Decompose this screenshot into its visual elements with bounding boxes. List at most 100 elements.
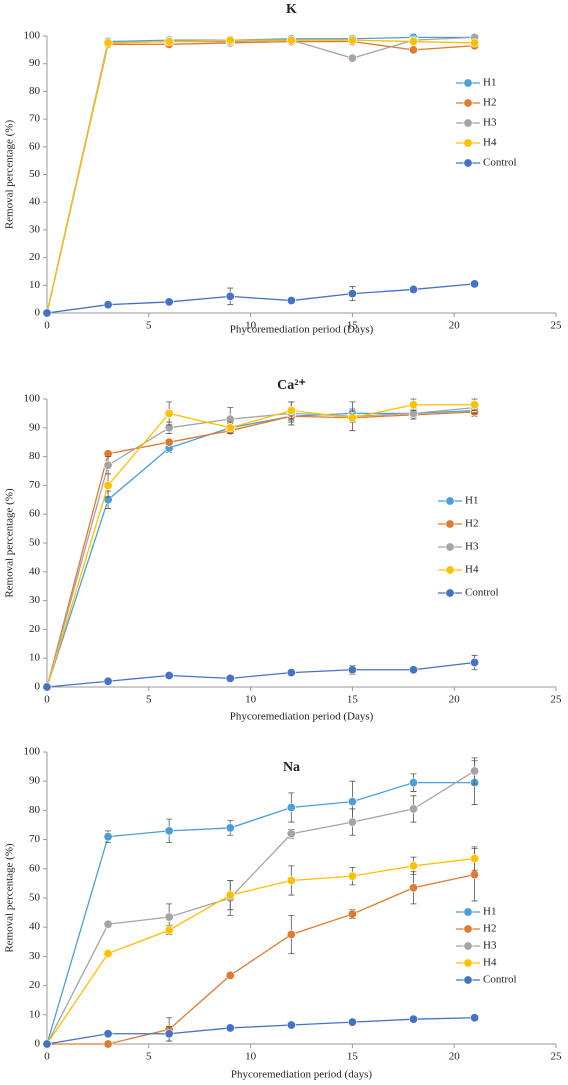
data-point — [408, 37, 418, 47]
y-tick-label: 100 — [24, 30, 41, 42]
y-tick-label: 20 — [29, 623, 41, 635]
data-point — [164, 925, 174, 935]
y-axis-label: Removal percentage (%) — [4, 843, 16, 953]
legend-marker — [463, 941, 473, 951]
data-point — [347, 871, 357, 881]
data-point — [164, 37, 174, 47]
legend-label: H1 — [483, 906, 496, 918]
y-tick-label: 30 — [29, 594, 41, 606]
legend-label: Control — [483, 974, 517, 986]
y-tick-label: 40 — [29, 565, 41, 577]
data-point — [103, 676, 113, 686]
y-tick-label: 10 — [29, 279, 41, 291]
legend-marker — [463, 975, 473, 985]
data-point — [42, 308, 52, 318]
data-point — [286, 829, 296, 839]
data-point — [286, 929, 296, 939]
data-point — [347, 1017, 357, 1027]
y-tick-label: 0 — [35, 307, 41, 319]
y-tick-label: 100 — [24, 393, 41, 405]
series-line — [46, 283, 475, 314]
data-point — [103, 919, 113, 929]
series-line — [46, 661, 475, 688]
chart-title: Na — [283, 760, 300, 775]
y-tick-label: 60 — [29, 140, 41, 152]
y-tick-label: 50 — [29, 537, 41, 549]
data-point — [408, 400, 418, 410]
data-point — [103, 300, 113, 310]
legend-label: H2 — [483, 97, 496, 109]
data-point — [225, 970, 235, 980]
data-point — [164, 437, 174, 447]
data-point — [470, 854, 480, 864]
data-point — [42, 1039, 52, 1049]
data-point — [347, 35, 357, 45]
data-point — [286, 296, 296, 306]
series-line — [46, 36, 475, 314]
legend-marker — [445, 565, 455, 575]
data-point — [164, 912, 174, 922]
data-point — [408, 665, 418, 675]
legend-marker — [463, 958, 473, 968]
y-tick-label: 50 — [29, 168, 41, 180]
y-tick-label: 0 — [35, 1038, 41, 1050]
legend-marker — [463, 98, 473, 108]
data-point — [408, 284, 418, 294]
data-point — [103, 1029, 113, 1039]
x-tick-label: 15 — [347, 694, 359, 706]
y-tick-label: 50 — [29, 892, 41, 904]
y-tick-label: 70 — [29, 833, 41, 845]
data-point — [286, 875, 296, 885]
data-point — [225, 890, 235, 900]
x-tick-label: 5 — [146, 1051, 152, 1063]
data-point — [103, 832, 113, 842]
legend-label: Control — [465, 587, 499, 599]
legend-marker — [445, 542, 455, 552]
data-point — [164, 297, 174, 307]
y-tick-label: 80 — [29, 85, 41, 97]
legend-label: H4 — [465, 564, 479, 576]
data-point — [164, 670, 174, 680]
y-axis-label: Removal percentage (%) — [4, 488, 16, 598]
x-tick-label: 5 — [146, 320, 152, 332]
legend-label: H3 — [483, 117, 497, 129]
data-point — [470, 766, 480, 776]
data-point — [103, 480, 113, 490]
data-point — [408, 45, 418, 55]
y-tick-label: 20 — [29, 979, 41, 991]
x-tick-label: 0 — [44, 1051, 50, 1063]
legend-marker — [463, 118, 473, 128]
x-axis-label: Phycoremediation period (days) — [231, 1069, 372, 1081]
y-tick-label: 90 — [29, 421, 41, 433]
legend-label: H2 — [483, 923, 496, 935]
y-tick-label: 20 — [29, 251, 41, 263]
y-tick-label: 40 — [29, 196, 41, 208]
legend-label: Control — [483, 157, 517, 169]
y-tick-label: 30 — [29, 950, 41, 962]
x-tick-label: 25 — [551, 1051, 563, 1063]
x-tick-label: 0 — [44, 320, 50, 332]
data-point — [408, 778, 418, 788]
series-line — [46, 404, 475, 688]
data-point — [42, 682, 52, 692]
series-line — [47, 874, 475, 1045]
data-point — [225, 823, 235, 833]
data-point — [164, 408, 174, 418]
x-tick-label: 20 — [449, 1051, 461, 1063]
x-axis-label: Phycoremediation period (Days) — [230, 711, 374, 723]
data-point — [286, 35, 296, 45]
data-point — [286, 802, 296, 812]
y-tick-label: 60 — [29, 508, 41, 520]
data-point — [408, 1014, 418, 1024]
data-point — [286, 406, 296, 416]
data-point — [408, 804, 418, 814]
series-line — [46, 36, 475, 314]
y-tick-label: 70 — [29, 479, 41, 491]
data-point — [347, 665, 357, 675]
y-tick-label: 80 — [29, 450, 41, 462]
legend-label: H3 — [465, 541, 479, 553]
legend-marker — [463, 158, 473, 168]
data-point — [225, 423, 235, 433]
